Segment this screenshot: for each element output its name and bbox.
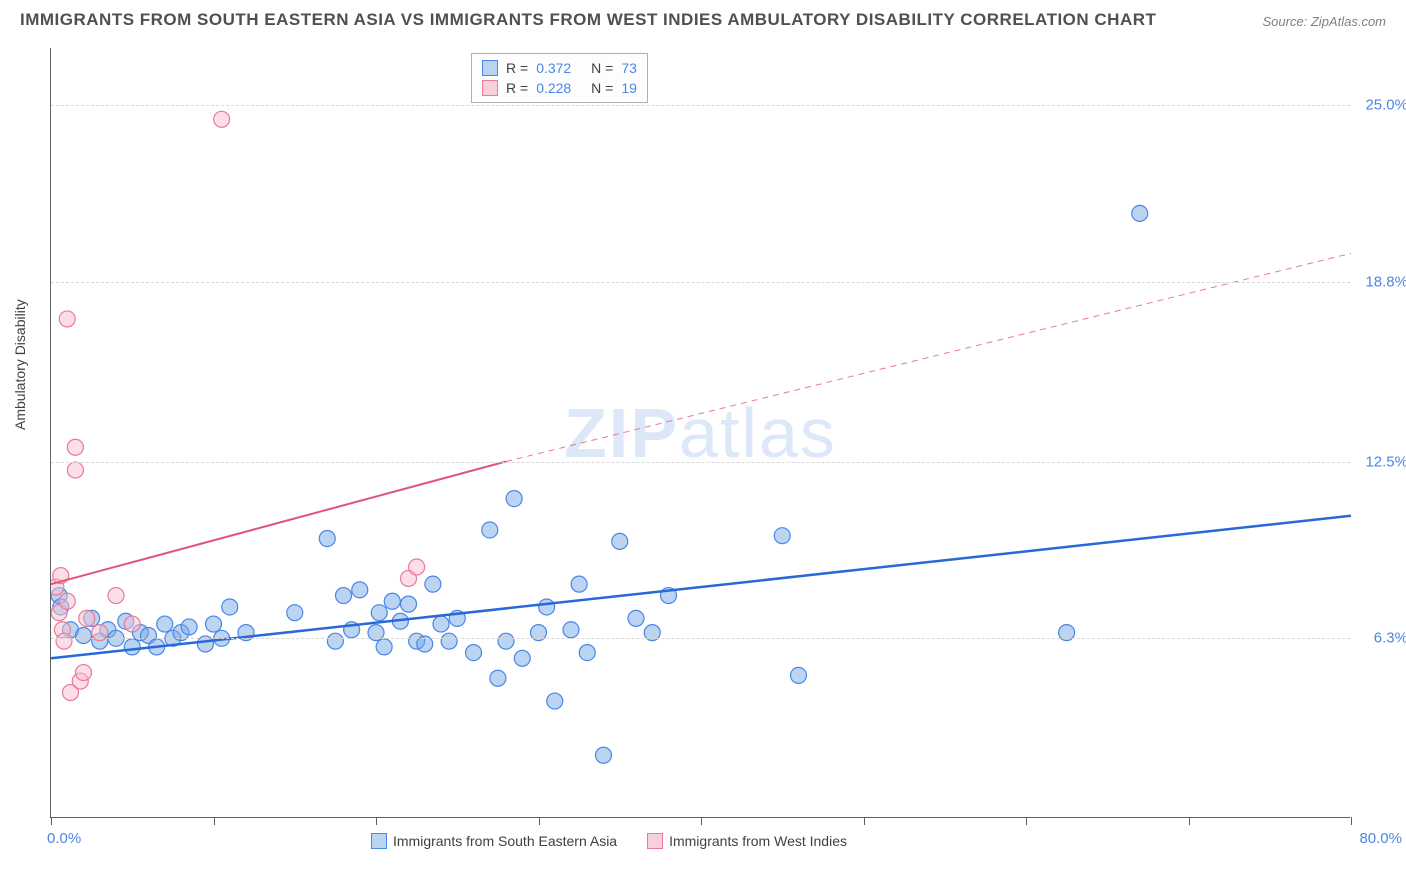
gridline <box>51 638 1350 639</box>
x-tick <box>376 817 377 825</box>
swatch-blue-icon <box>482 60 498 76</box>
chart-title: IMMIGRANTS FROM SOUTH EASTERN ASIA VS IM… <box>20 10 1156 30</box>
y-axis-label: Ambulatory Disability <box>12 299 28 430</box>
x-tick <box>864 817 865 825</box>
x-tick-label: 0.0% <box>47 830 81 847</box>
legend-bottom: Immigrants from South Eastern Asia Immig… <box>371 833 847 849</box>
scatter-svg <box>51 48 1351 818</box>
r-label: R = <box>506 58 528 78</box>
n-label: N = <box>591 78 613 98</box>
x-tick <box>51 817 52 825</box>
y-tick-label: 12.5% <box>1358 453 1406 470</box>
y-tick-label: 25.0% <box>1358 97 1406 114</box>
source-attribution: Source: ZipAtlas.com <box>1262 14 1386 29</box>
legend-label: Immigrants from South Eastern Asia <box>393 833 617 849</box>
n-label: N = <box>591 58 613 78</box>
legend-stats: R = 0.372 N = 73 R = 0.228 N = 19 <box>471 53 648 103</box>
legend-item-blue: Immigrants from South Eastern Asia <box>371 833 617 849</box>
legend-stats-row-blue: R = 0.372 N = 73 <box>482 58 637 78</box>
swatch-pink-icon <box>647 833 663 849</box>
legend-label: Immigrants from West Indies <box>669 833 847 849</box>
swatch-blue-icon <box>371 833 387 849</box>
gridline <box>51 282 1350 283</box>
x-tick <box>1189 817 1190 825</box>
y-tick-label: 6.3% <box>1358 630 1406 647</box>
gridline <box>51 105 1350 106</box>
n-value: 19 <box>621 78 637 98</box>
r-label: R = <box>506 78 528 98</box>
x-tick <box>539 817 540 825</box>
r-value: 0.372 <box>536 58 571 78</box>
watermark: ZIPatlas <box>564 393 837 473</box>
y-tick-label: 18.8% <box>1358 273 1406 290</box>
swatch-pink-icon <box>482 80 498 96</box>
x-tick-label: 80.0% <box>1359 830 1402 847</box>
legend-stats-row-pink: R = 0.228 N = 19 <box>482 78 637 98</box>
gridline <box>51 462 1350 463</box>
x-tick <box>1026 817 1027 825</box>
x-tick <box>1351 817 1352 825</box>
r-value: 0.228 <box>536 78 571 98</box>
x-tick <box>214 817 215 825</box>
chart-plot-area: ZIPatlas R = 0.372 N = 73 R = 0.228 N = … <box>50 48 1350 818</box>
n-value: 73 <box>621 58 637 78</box>
legend-item-pink: Immigrants from West Indies <box>647 833 847 849</box>
x-tick <box>701 817 702 825</box>
